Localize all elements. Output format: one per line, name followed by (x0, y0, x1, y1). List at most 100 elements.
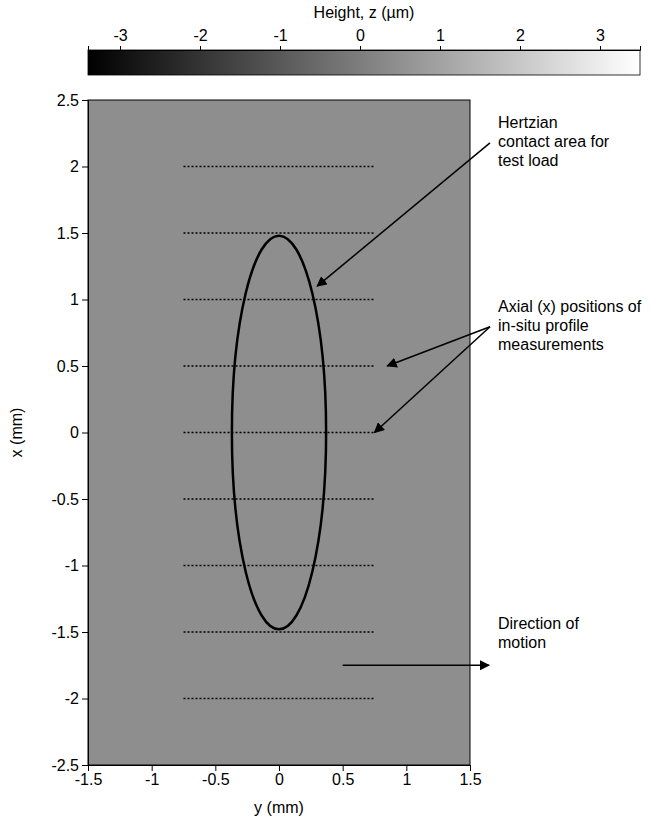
colorbar-tick-mark (200, 46, 201, 50)
y-tick-label: -1.5 (51, 624, 79, 641)
y-tick-label: -1 (65, 557, 79, 574)
y-tick: 0 (70, 424, 88, 441)
colorbar-tick-mark (280, 46, 281, 50)
y-tick-label: 2.5 (57, 92, 79, 109)
colorbar-tick: 3 (596, 27, 605, 50)
x-axis-title: y (mm) (254, 799, 304, 816)
profile-line (184, 565, 375, 567)
y-tick: 1 (70, 291, 88, 308)
x-tick-mark (152, 765, 153, 771)
x-axis: -1.5 -1 -0.5 0 0.5 1 1.5 (75, 765, 482, 788)
annotation: Hertzian contact area for test load (498, 114, 610, 169)
y-tick: -2 (65, 690, 88, 707)
motion-arrow (343, 665, 489, 667)
annotation-line: motion (498, 634, 546, 651)
x-tick: -1 (145, 765, 159, 788)
y-tick-label: 1 (70, 291, 79, 308)
annotation-arrow (375, 327, 491, 433)
y-tick-label: -0.5 (51, 491, 79, 508)
annotation-line: Direction of (498, 615, 579, 632)
y-tick-mark (82, 300, 88, 301)
colorbar-tick-label: 3 (596, 27, 605, 44)
y-tick-label: 1.5 (57, 225, 79, 242)
y-tick-label: -2.5 (51, 757, 79, 774)
x-tick-mark (470, 765, 471, 771)
colorbar-tick-mark (360, 46, 361, 50)
y-tick-mark (82, 167, 88, 168)
annotation-line: contact area for (498, 133, 610, 150)
x-tick: 1.5 (459, 765, 481, 788)
colorbar-tick-mark (520, 46, 521, 50)
annotation-arrow (317, 143, 490, 286)
figure: -3 -2 -1 0 1 2 3 Height, z (µm) -1.5 -1 -0.5 0 0.5 1 1… (0, 0, 666, 830)
y-tick-label: 2 (70, 158, 79, 175)
x-tick-label: -0.5 (202, 771, 230, 788)
y-tick-mark (82, 233, 88, 234)
x-tick-label: -1 (145, 771, 159, 788)
profile-line (184, 432, 375, 434)
colorbar-tick-mark (120, 46, 121, 50)
colorbar-title: Height, z (µm) (314, 4, 415, 21)
x-tick-mark (406, 765, 407, 771)
x-tick: -0.5 (202, 765, 230, 788)
contact-ellipse (232, 236, 326, 630)
y-tick-mark (82, 566, 88, 567)
x-tick: 1 (402, 765, 411, 788)
annotation-line: Hertzian (498, 114, 558, 131)
colorbar-tick-mark (600, 46, 601, 50)
profile-line (184, 498, 375, 500)
x-tick: 0 (275, 765, 284, 788)
annotation-arrow (387, 327, 490, 366)
y-tick-mark (82, 433, 88, 434)
annotation-line: test load (498, 152, 558, 169)
y-tick-mark (82, 100, 88, 101)
colorbar-tick: 1 (436, 27, 445, 50)
x-tick-label: 0.5 (332, 771, 354, 788)
y-tick: -2.5 (51, 757, 88, 774)
y-axis: -2.5 -2 -1.5 -1 -0.5 0 0.5 1 1.5 2 2.5 (51, 92, 88, 774)
profile-line (184, 631, 375, 633)
colorbar-axis-line (89, 46, 641, 51)
annotation: Direction of motion (498, 615, 579, 651)
colorbar-tick-mark (440, 46, 441, 50)
y-axis-line (88, 101, 89, 766)
y-tick-label: -2 (65, 690, 79, 707)
profile-line (184, 299, 375, 301)
annotation-line: measurements (498, 336, 604, 353)
y-axis-title: x (mm) (8, 408, 25, 458)
y-tick-label: 0 (70, 424, 79, 441)
y-tick-mark (82, 499, 88, 500)
y-tick-mark (82, 632, 88, 633)
x-tick-mark (88, 765, 89, 771)
annotation-line: Axial (x) positions of (498, 298, 642, 315)
y-tick: 2.5 (57, 92, 88, 109)
y-tick: -1 (65, 557, 88, 574)
y-tick: 1.5 (57, 225, 88, 242)
x-tick-label: 0 (275, 771, 284, 788)
x-tick-label: -1.5 (75, 771, 103, 788)
colorbar-tick-label: -1 (273, 27, 287, 44)
y-tick-label: 0.5 (57, 358, 79, 375)
colorbar-tick: -2 (193, 27, 207, 50)
colorbar-tick-label: -2 (193, 27, 207, 44)
x-tick-label: 1 (402, 771, 411, 788)
colorbar-tick: 0 (356, 27, 365, 50)
colorbar (88, 50, 640, 75)
colorbar-axis: -3 -2 -1 0 1 2 3 (89, 27, 641, 50)
y-tick-mark (82, 366, 88, 367)
y-tick-mark (82, 765, 88, 766)
colorbar-tick-label: 2 (516, 27, 525, 44)
annotation: Axial (x) positions of in-situ profile mea… (498, 298, 642, 353)
profile-line (184, 365, 375, 367)
colorbar-tick-label: 0 (356, 27, 365, 44)
plot-marks (184, 167, 375, 699)
x-tick-mark (215, 765, 216, 771)
colorbar-tick-label: 1 (436, 27, 445, 44)
x-tick-mark (343, 765, 344, 771)
colorbar-tick-label: -3 (113, 27, 127, 44)
annotation-line: in-situ profile (498, 317, 589, 334)
y-tick: 2 (70, 158, 88, 175)
x-tick-mark (279, 765, 280, 771)
colorbar-tick: -3 (113, 27, 127, 50)
y-tick-mark (82, 699, 88, 700)
